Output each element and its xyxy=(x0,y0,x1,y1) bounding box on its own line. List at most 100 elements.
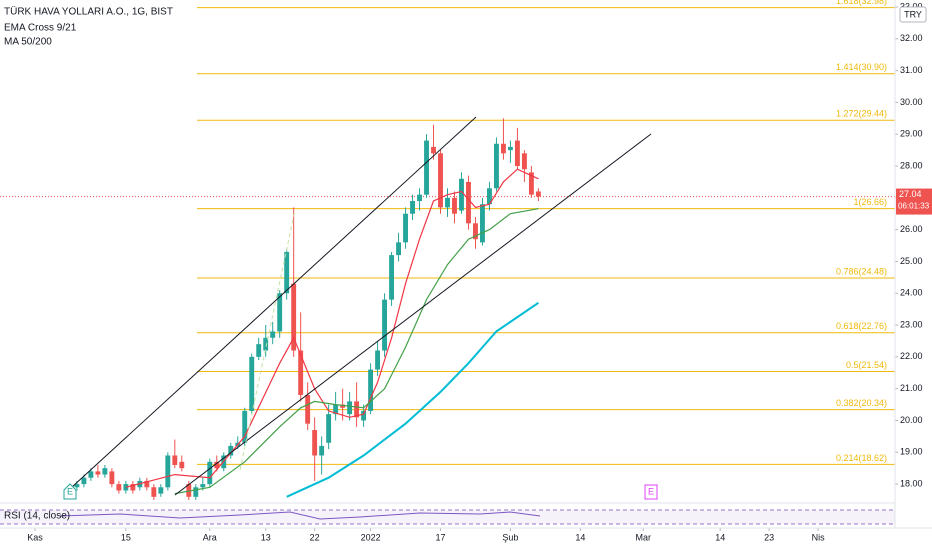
candle-body xyxy=(158,487,164,494)
trend-line xyxy=(71,116,477,488)
candle-body xyxy=(242,410,248,443)
rsi-title: RSI (14, close) xyxy=(4,511,70,522)
candle-body xyxy=(256,344,262,357)
event-box[interactable] xyxy=(63,483,77,500)
currency[interactable]: TRY xyxy=(904,9,922,19)
x-tick-label: Şub xyxy=(502,532,518,542)
candle-body xyxy=(431,146,436,154)
candle-body xyxy=(424,140,429,195)
candle-body xyxy=(214,461,220,469)
candle-body xyxy=(291,283,297,351)
candle-body xyxy=(396,242,402,256)
candle-body xyxy=(116,484,122,491)
indicator-line xyxy=(286,301,539,498)
candle-body xyxy=(200,484,206,488)
candle-body xyxy=(165,455,171,488)
candle-body xyxy=(354,401,360,418)
y-tick-label: 19.00 xyxy=(900,447,923,457)
x-tick-label: Mar xyxy=(636,532,652,542)
candle-body xyxy=(361,410,367,421)
candle-body xyxy=(521,153,527,170)
candle-body xyxy=(123,484,129,491)
y-tick-label: 23.00 xyxy=(900,319,923,329)
indicator-line xyxy=(174,208,539,495)
candle-body xyxy=(389,255,395,300)
y-tick-label: 20.00 xyxy=(900,415,923,425)
candle-body xyxy=(528,172,534,195)
candle-body xyxy=(88,471,94,478)
indicator-label: EMA Cross 9/21 xyxy=(4,23,77,34)
plot-area: 18.00 19.00 20.00 21.00 22.00 23.00 24.00 25.00… xyxy=(0,0,923,542)
candle-body xyxy=(130,484,136,491)
candle-body xyxy=(312,430,318,456)
candle-body xyxy=(459,178,464,211)
candle-body xyxy=(487,188,492,205)
candle-body xyxy=(445,197,450,208)
candle-body xyxy=(340,404,346,408)
candle-body xyxy=(514,140,520,167)
candle-body xyxy=(193,487,199,497)
fib-label: 1.414(30.90) xyxy=(836,62,887,72)
fib-label: 0.786(24.48) xyxy=(836,266,887,276)
x-tick-label: 22 xyxy=(310,532,320,542)
candle-body xyxy=(333,404,339,415)
x-tick-label: 13 xyxy=(261,532,271,542)
candle-body xyxy=(507,146,513,151)
indicator-label: MA 50/200 xyxy=(4,37,52,48)
fib-label: 0.5(21.54) xyxy=(846,360,887,370)
candle-body xyxy=(270,331,276,338)
candle-body xyxy=(500,143,506,154)
candle-body xyxy=(473,223,478,240)
x-tick-label: Ara xyxy=(203,532,217,542)
rsi-zone xyxy=(0,510,895,524)
y-tick-label: 33.00 xyxy=(900,1,923,11)
currency-box[interactable] xyxy=(899,6,927,23)
candle-body xyxy=(403,213,408,243)
candle-body xyxy=(263,337,269,351)
y-tick-label: 29.00 xyxy=(900,129,923,139)
y-tick-label: 24.00 xyxy=(900,288,923,298)
fib-label: 1.618(32.98) xyxy=(836,0,887,6)
x-tick-label: Kas xyxy=(27,532,43,542)
x-tick-label: Nis xyxy=(812,532,825,542)
y-tick-label: 31.00 xyxy=(900,65,923,75)
candle-body xyxy=(109,471,115,485)
candle-body xyxy=(466,181,471,224)
candle-body xyxy=(347,401,353,415)
candle-body xyxy=(172,455,178,466)
y-tick-label: 26.00 xyxy=(900,224,923,234)
candle-body xyxy=(151,487,157,497)
fib-label: 0.382(20.34) xyxy=(836,398,887,408)
y-tick-label: 32.00 xyxy=(900,33,923,43)
event-mark[interactable]: E xyxy=(67,486,73,496)
candle-body xyxy=(319,445,325,456)
candle-body xyxy=(375,350,381,370)
fib-label: 1(26.66) xyxy=(853,197,887,207)
candle-body xyxy=(305,395,311,424)
candle-body xyxy=(179,461,185,469)
projection-line xyxy=(239,209,296,471)
candle-body xyxy=(102,468,108,475)
candle-body xyxy=(535,191,541,197)
fib-label: 0.214(18.62) xyxy=(836,453,887,463)
event-box[interactable] xyxy=(644,484,658,500)
candle-body xyxy=(480,204,485,243)
symbol-title: TÜRK HAVA YOLLARI A.O., 1G, BIST xyxy=(4,6,173,18)
candle-body xyxy=(95,471,101,475)
last-price-label: 27.04 xyxy=(899,189,922,199)
candle-body xyxy=(298,350,304,396)
y-tick-label: 18.00 xyxy=(900,478,923,488)
x-tick-label: 14 xyxy=(575,532,585,542)
rsi-line xyxy=(59,511,541,520)
fib-label: 0.618(22.76) xyxy=(836,321,887,331)
candle-body xyxy=(228,445,234,456)
candle-body xyxy=(326,414,332,443)
y-tick-label: 25.00 xyxy=(900,256,923,266)
candle-body xyxy=(493,143,499,189)
x-tick-label: 17 xyxy=(436,532,446,542)
event-mark[interactable]: E xyxy=(648,486,654,496)
candle-body xyxy=(438,153,443,208)
y-tick-label: 22.00 xyxy=(900,351,923,361)
